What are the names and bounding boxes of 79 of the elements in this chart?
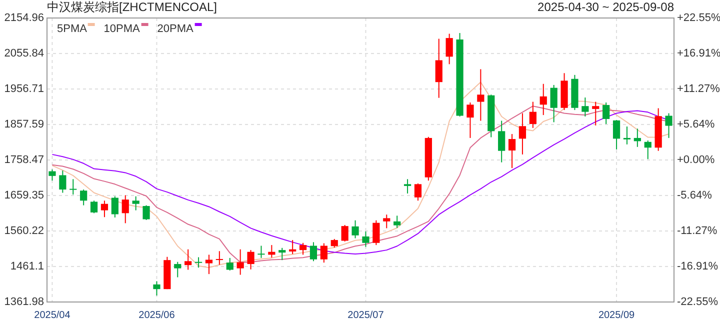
x-tick-label: 2025/06 (138, 310, 176, 320)
candlestick (435, 38, 442, 98)
candlestick (258, 245, 265, 258)
candlestick (529, 101, 536, 128)
candlestick (122, 194, 129, 224)
candlestick (48, 168, 56, 182)
x-tick-label: 2025/04 (34, 310, 71, 320)
y-tick-label: 1659.35 (4, 189, 44, 202)
candlestick (362, 230, 370, 248)
candlestick (446, 33, 453, 65)
candlestick (80, 189, 88, 206)
candlestick (550, 84, 558, 123)
candlestick (414, 182, 422, 202)
legend-label: 5PMA (57, 22, 88, 35)
y-tick-label: 1461.1 (10, 260, 44, 272)
candlestick (612, 120, 620, 150)
candlestick (153, 280, 160, 296)
y2-tick-label: -5.64% (677, 189, 712, 202)
legend-label: 10PMA (104, 22, 141, 35)
candlestick (278, 247, 286, 261)
y-tick-label: 1560.22 (4, 224, 44, 237)
candlestick (70, 178, 77, 196)
candlestick (59, 170, 66, 194)
candlestick (404, 178, 412, 194)
candlestick (540, 83, 547, 116)
candlestick (592, 101, 600, 126)
x-tick-label: 2025/09 (598, 310, 636, 320)
candlestick (247, 250, 254, 270)
candlestick (518, 112, 526, 155)
line-series (52, 82, 670, 268)
candlestick (466, 102, 474, 138)
y2-tick-label: -11.27% (677, 224, 718, 237)
candlestick (226, 257, 234, 271)
x-tick-label: 2025/07 (348, 310, 384, 320)
candlestick (111, 196, 118, 218)
candlestick (310, 242, 318, 262)
candlestick (394, 215, 401, 228)
candlestick (644, 140, 652, 160)
y2-tick-label: +5.64% (677, 118, 715, 130)
y2-tick-label: +22.55% (677, 12, 720, 24)
y-tick-label: 1758.47 (4, 154, 44, 166)
candlestick (194, 256, 202, 268)
candlestick (602, 102, 610, 124)
candlestick (90, 200, 98, 214)
y-tick-label: 2055.84 (4, 47, 44, 60)
y2-tick-label: -16.91% (677, 260, 718, 272)
chart-subtitle: 2025-04-30 ~ 2025-09-08 (538, 0, 674, 14)
candlestick (582, 96, 589, 117)
y-tick-label: 1361.98 (4, 296, 44, 308)
candlestick (142, 204, 150, 220)
candlestick (289, 240, 296, 254)
candlestick (383, 214, 390, 229)
candlestick (236, 248, 244, 276)
candlestick (498, 120, 506, 163)
candlestick (372, 220, 380, 246)
candlestick (205, 254, 213, 275)
candlestick (216, 250, 223, 266)
legend-label: 20PMA (157, 22, 194, 35)
candlestick (634, 128, 641, 148)
y-tick-label: 1857.59 (4, 118, 44, 130)
candlestick (623, 126, 631, 145)
y2-tick-label: +16.91% (677, 47, 720, 60)
candlestick (477, 68, 484, 122)
y2-tick-label: +0.00% (677, 154, 715, 166)
chart-title: 中汉煤炭综指[ZHCTMENCOAL] (47, 0, 218, 14)
y-tick-label: 2154.96 (4, 12, 44, 24)
y-tick-label: 1956.71 (4, 82, 44, 95)
y2-tick-label: -22.55% (677, 296, 718, 308)
candlestick (174, 261, 182, 278)
candlestick (665, 112, 672, 138)
candlestick (352, 220, 359, 239)
candlestick (100, 200, 108, 218)
y2-tick-label: +11.27% (677, 82, 720, 95)
candlestick (184, 248, 192, 270)
candlestick (320, 242, 328, 264)
candlestick (508, 134, 516, 169)
candlestick (299, 242, 307, 256)
candlestick (341, 224, 348, 242)
candlestick (132, 196, 140, 211)
